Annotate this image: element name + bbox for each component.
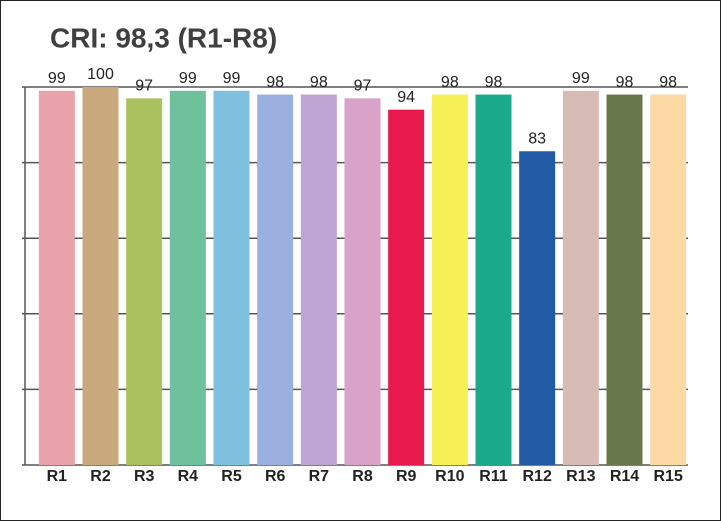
x-tick-label: R1 xyxy=(47,468,68,485)
value-label: 100 xyxy=(87,66,114,83)
bar xyxy=(38,90,75,465)
x-tick-label: R12 xyxy=(522,468,551,485)
x-tick-label: R11 xyxy=(479,468,508,485)
bar xyxy=(431,94,468,465)
value-label: 99 xyxy=(572,70,590,87)
bar xyxy=(344,98,381,465)
x-tick-label: R2 xyxy=(90,468,111,485)
value-label: 99 xyxy=(179,70,197,87)
value-label: 98 xyxy=(616,74,634,91)
x-tick-label: R9 xyxy=(396,468,417,485)
x-tick-label: R3 xyxy=(134,468,155,485)
bar xyxy=(606,94,643,465)
value-label: 97 xyxy=(354,78,372,95)
value-label: 98 xyxy=(441,74,459,91)
value-label: 98 xyxy=(266,74,284,91)
bar xyxy=(169,90,206,465)
bar xyxy=(82,87,119,465)
value-label: 99 xyxy=(223,70,241,87)
value-label: 98 xyxy=(485,74,503,91)
x-tick-label: R15 xyxy=(653,468,682,485)
x-tick-label: R14 xyxy=(610,468,639,485)
bar xyxy=(257,94,294,465)
x-tick-label: R4 xyxy=(178,468,199,485)
x-tick-label: R8 xyxy=(352,468,373,485)
x-tick-label: R6 xyxy=(265,468,286,485)
bar xyxy=(650,94,687,465)
chart-title: CRI: 98,3 (R1-R8) xyxy=(50,22,277,53)
bar xyxy=(213,90,250,465)
x-tick-label: R10 xyxy=(435,468,464,485)
x-tick-label: R7 xyxy=(309,468,330,485)
bar xyxy=(475,94,512,465)
x-tick-label: R13 xyxy=(566,468,595,485)
x-tick-label: R5 xyxy=(221,468,242,485)
value-label: 83 xyxy=(528,130,546,147)
bar xyxy=(126,98,163,465)
bar xyxy=(300,94,337,465)
value-label: 98 xyxy=(659,74,677,91)
bar xyxy=(519,151,556,465)
bar xyxy=(562,90,599,465)
value-label: 99 xyxy=(48,70,66,87)
value-label: 98 xyxy=(310,74,328,91)
value-label: 94 xyxy=(397,89,415,106)
bar xyxy=(388,109,425,466)
value-label: 97 xyxy=(135,78,153,95)
